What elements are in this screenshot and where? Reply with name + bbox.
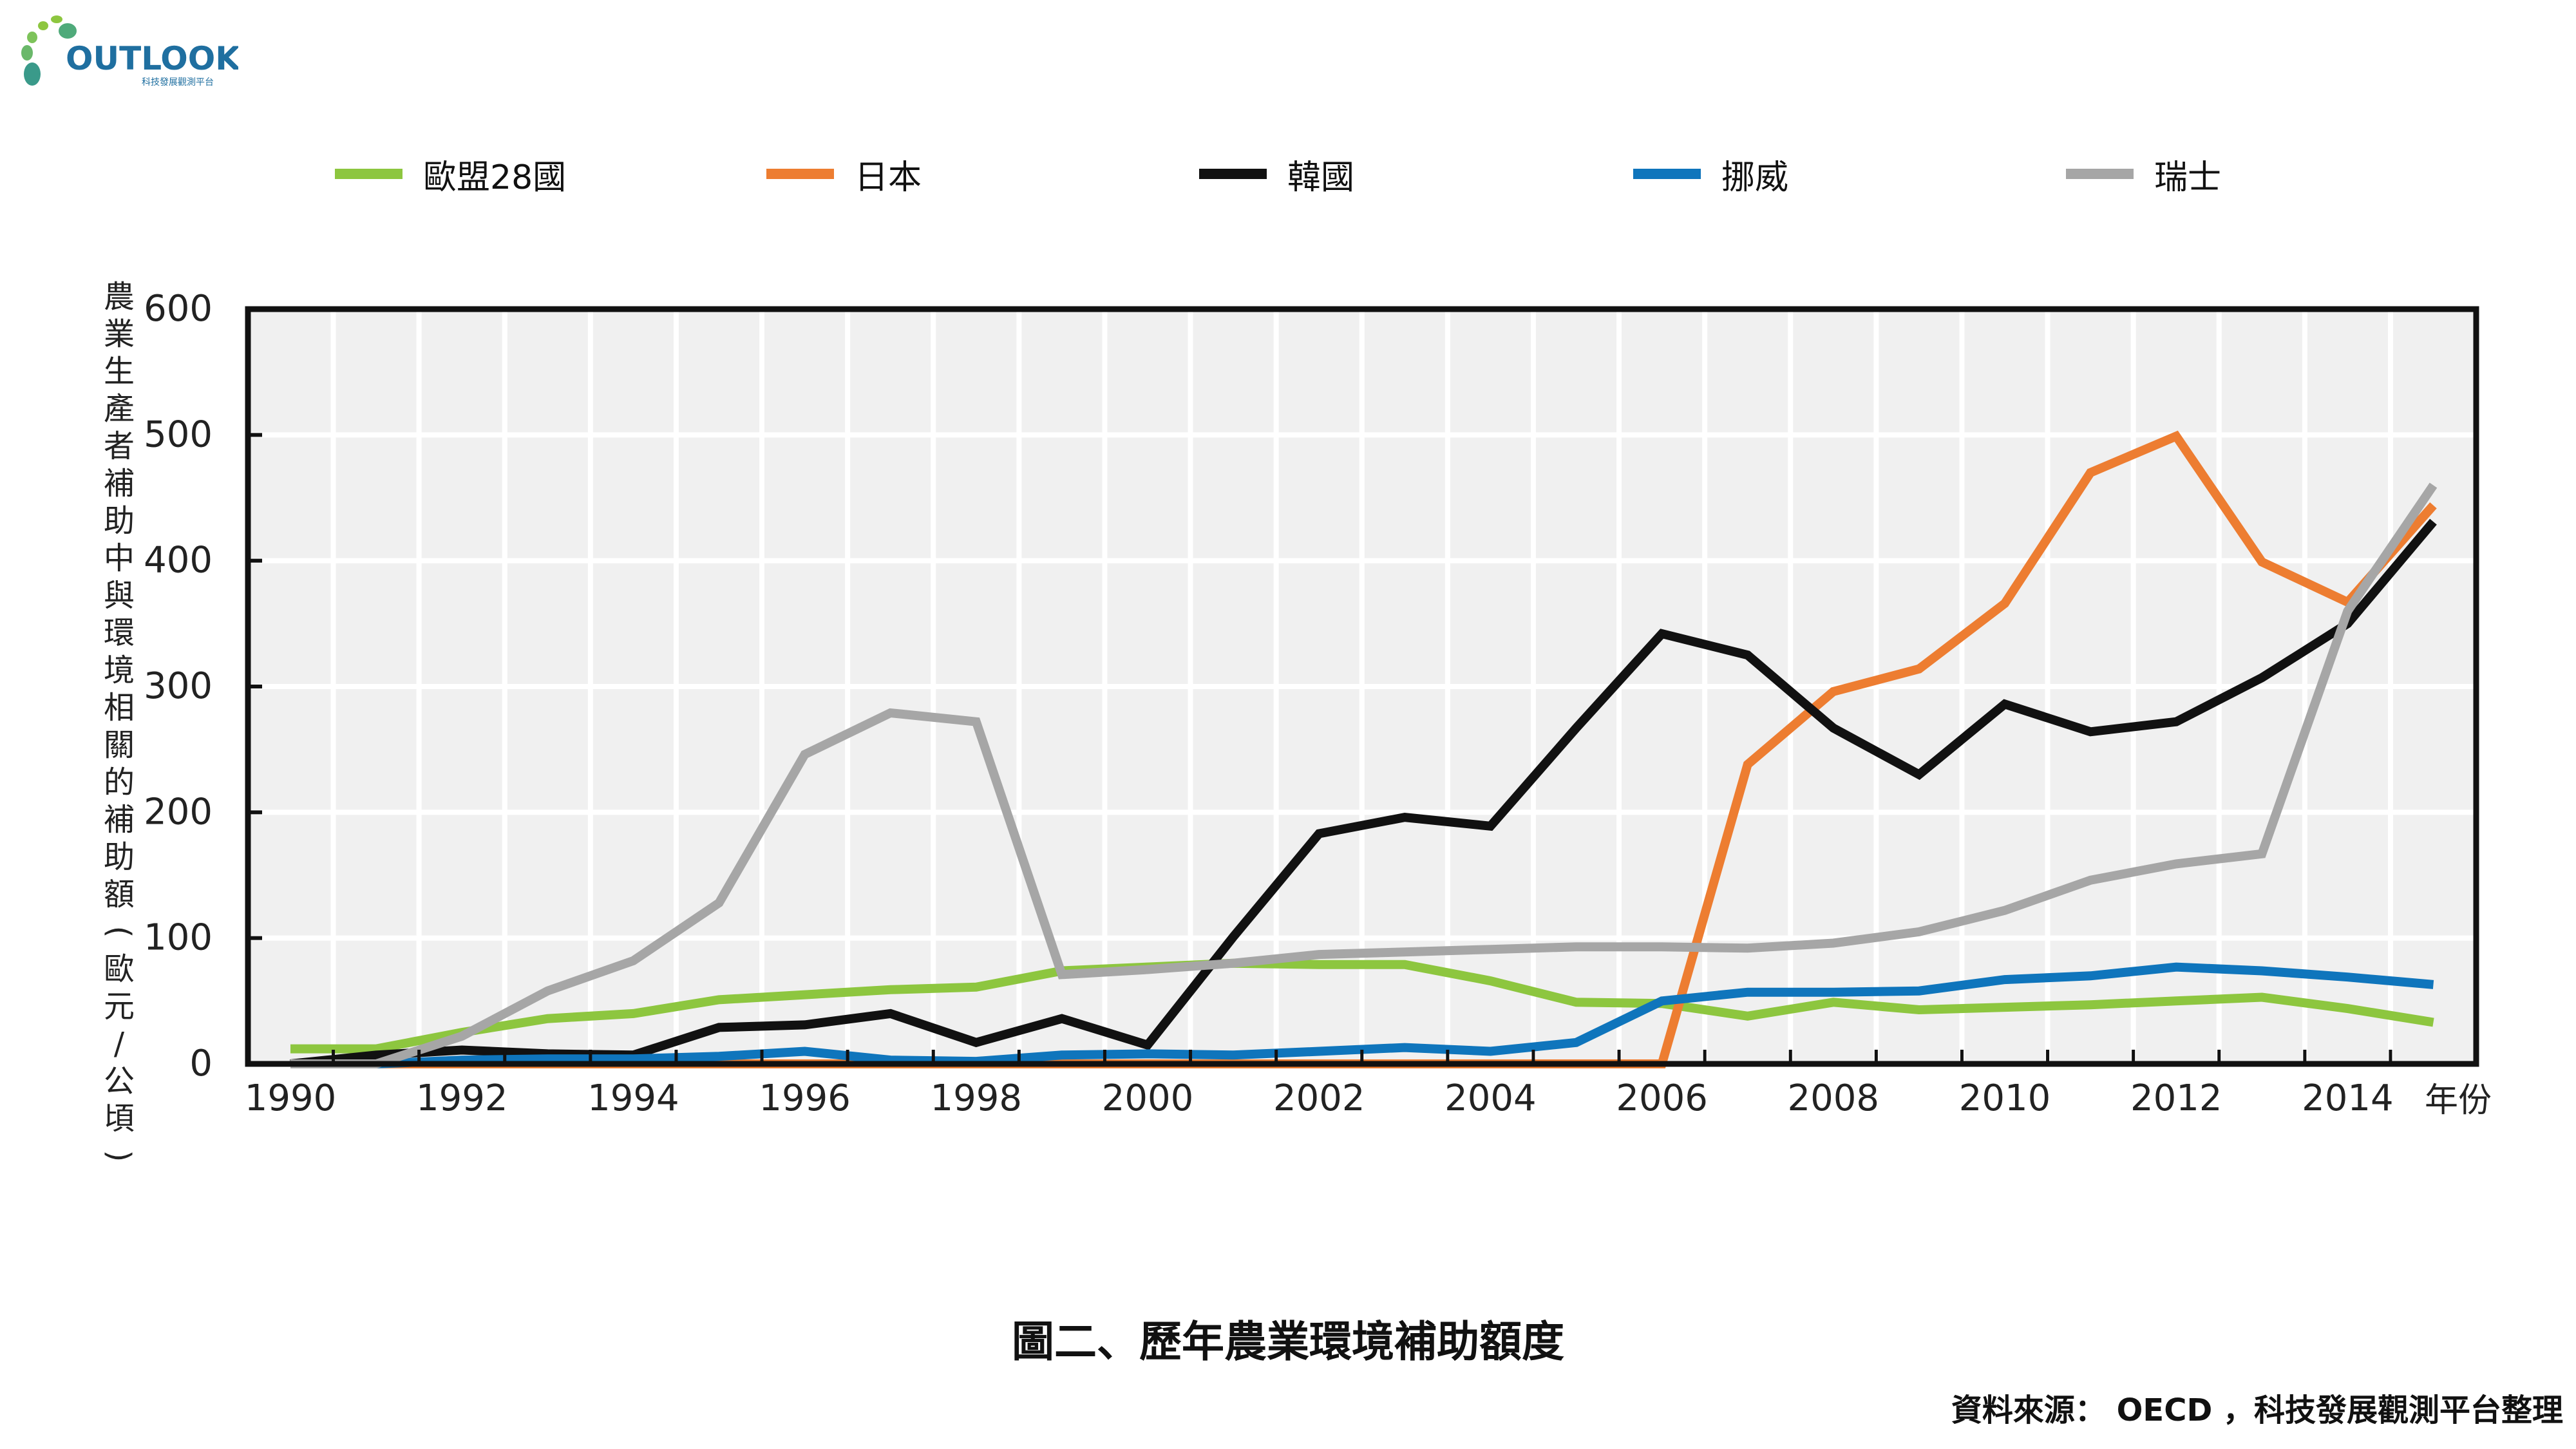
y-tick-label: 600 [144, 288, 213, 330]
outlook-logo-graphic: OUTLOOK 科技發展觀測平台 [21, 15, 242, 88]
y-axis-label-char: 者 [103, 428, 135, 464]
y-axis-label-char: 生 [103, 354, 135, 390]
legend-swatch-japan [766, 169, 834, 179]
x-tick-label: 1998 [931, 1077, 1023, 1119]
legend-swatch-switzerland [2066, 169, 2134, 179]
y-axis-label-char: 關 [103, 727, 135, 763]
y-axis-label-char: 頃 [103, 1101, 135, 1137]
y-tick-labels: 0 100 200 300 400 500 600 [144, 288, 213, 1084]
y-axis-label-char: 公 [103, 1063, 135, 1099]
x-tick-label: 1990 [245, 1077, 337, 1119]
y-tick-label: 400 [144, 540, 213, 582]
legend-swatch-eu28 [335, 169, 402, 179]
y-axis-label-char: 環 [103, 615, 135, 651]
legend-item-eu28: 歐盟28國 [335, 148, 566, 200]
x-tick-label: 2006 [1616, 1077, 1708, 1119]
y-axis-label-char: 元 [103, 989, 135, 1025]
source-note: 資料來源： OECD ，科技發展觀測平台整理 [1951, 1392, 2563, 1428]
y-axis-label-char: 助 [103, 839, 135, 875]
x-tick-label: 2014 [2302, 1077, 2394, 1119]
y-axis-label-char: 中 [103, 540, 135, 576]
legend-label: 瑞士 [2154, 158, 2222, 197]
y-axis-label-char: 相 [103, 690, 135, 726]
series-line-2 [290, 518, 2437, 1068]
y-axis-label-char: 的 [103, 764, 135, 800]
legend-label: 韓國 [1287, 158, 1355, 197]
y-axis-label-char: 業 [103, 316, 135, 352]
legend: 歐盟28國 日本 韓國 挪威 瑞士 [0, 148, 2576, 200]
y-axis-label-char: 歐 [103, 951, 135, 987]
y-axis-label-char: 與 [103, 578, 135, 614]
y-axis-label-char: 補 [103, 466, 135, 502]
legend-label: 日本 [855, 158, 922, 197]
x-tick-label: 2000 [1102, 1077, 1194, 1119]
x-tick-label: 2004 [1444, 1077, 1537, 1119]
x-tick-label: 1994 [587, 1077, 679, 1119]
y-tick-label: 500 [144, 413, 213, 455]
y-axis-label-char: / [113, 1026, 125, 1062]
x-tick-label: 2002 [1273, 1077, 1365, 1119]
legend-item-japan: 日本 [766, 148, 922, 200]
y-axis-label-char: 額 [103, 876, 135, 913]
legend-item-korea: 韓國 [1199, 148, 1354, 200]
y-tick-label: 0 [189, 1043, 213, 1084]
x-axis-label: 年份 [2425, 1081, 2492, 1120]
y-axis-label-char: 產 [103, 391, 135, 427]
outlook-logo: OUTLOOK 科技發展觀測平台 [19, 13, 242, 90]
logo-subtext: 科技發展觀測平台 [142, 77, 214, 88]
y-tick-label: 300 [144, 665, 213, 707]
y-axis-label: 農業生產者補助中與環境相關的補助額(歐元 / 公頃) [97, 278, 142, 1175]
legend-item-switzerland: 瑞士 [2066, 148, 2221, 200]
y-tick-label: 200 [144, 791, 213, 833]
axis-ticks [248, 433, 2392, 1064]
series-line-0 [290, 958, 2434, 1054]
x-tick-label: 2008 [1788, 1077, 1880, 1119]
legend-swatch-korea [1199, 169, 1267, 179]
y-axis-label-char: 農 [103, 279, 135, 315]
y-axis-label-char: 助 [103, 503, 135, 539]
legend-swatch-norway [1633, 169, 1701, 179]
figure-title: 圖二、歷年農業環境補助額度 [1012, 1317, 1564, 1367]
y-tick-label: 100 [144, 917, 213, 959]
legend-item-norway: 挪威 [1633, 148, 1788, 200]
x-tick-label: 1996 [759, 1077, 851, 1119]
x-tick-label: 2010 [1959, 1077, 2051, 1119]
x-tick-label: 1992 [416, 1077, 508, 1119]
y-axis-label-char: 補 [103, 802, 135, 838]
series-line-4 [290, 482, 2438, 1068]
legend-label: 歐盟28國 [423, 158, 567, 197]
y-axis-label-char: 境 [103, 652, 135, 688]
x-tick-label: 2012 [2130, 1077, 2222, 1119]
logo-text: OUTLOOK [66, 40, 238, 77]
x-tick-labels: 1990 1992 1994 1996 1998 2000 2002 2004 2006 2008… [245, 1077, 2394, 1119]
gridlines [248, 309, 2476, 1064]
series-line-3 [290, 962, 2434, 1068]
legend-label: 挪威 [1721, 158, 1789, 197]
